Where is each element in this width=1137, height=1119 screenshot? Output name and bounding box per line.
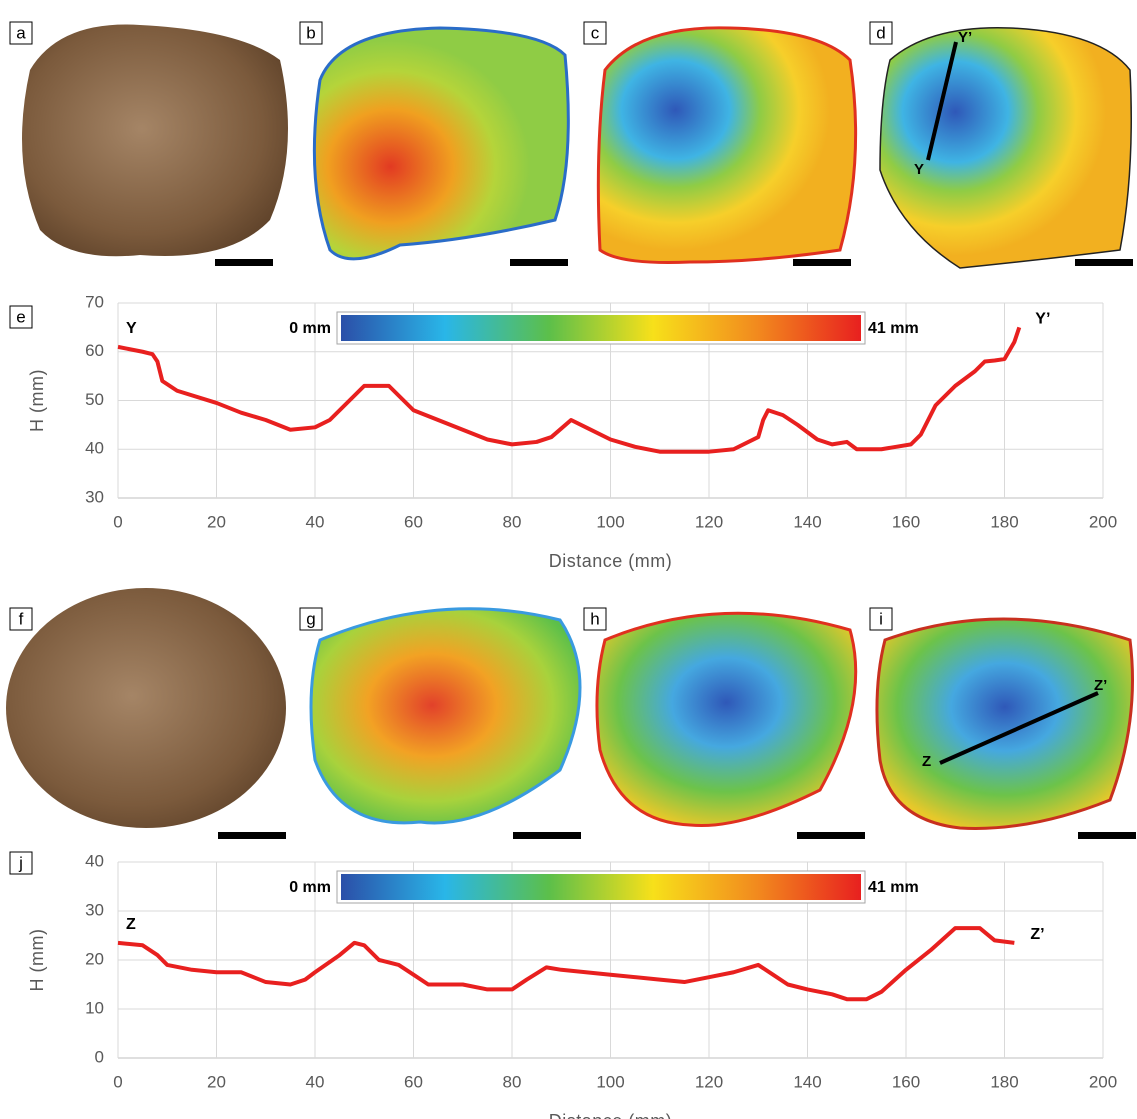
end-label: Z’ bbox=[1030, 926, 1044, 943]
panel-label: f bbox=[19, 609, 24, 628]
y-tick-label: 40 bbox=[85, 851, 104, 870]
panel-label: g bbox=[306, 609, 315, 628]
y-tick-label: 20 bbox=[85, 949, 104, 968]
figure: Y’ Y Z Z’ a b c d e f g h i j 30 40 50 60 70 0 20 40 60 80… bbox=[0, 0, 1137, 1119]
data-line bbox=[118, 327, 1019, 451]
x-tick-label: 100 bbox=[596, 1072, 624, 1091]
y-tick-label: 30 bbox=[85, 487, 104, 506]
x-tick-label: 140 bbox=[793, 1072, 821, 1091]
colorbar-max-label: 41 mm bbox=[868, 879, 919, 896]
x-axis-label: Distance (mm) bbox=[549, 1111, 673, 1119]
section-end: Y’ bbox=[958, 29, 972, 46]
x-tick-label: 60 bbox=[404, 1072, 423, 1091]
x-tick-label: 40 bbox=[306, 1072, 325, 1091]
x-tick-label: 40 bbox=[306, 512, 325, 531]
x-tick-label: 180 bbox=[990, 512, 1018, 531]
end-label: Y’ bbox=[1035, 311, 1050, 328]
panel-label: h bbox=[590, 609, 599, 628]
x-tick-label: 0 bbox=[113, 1072, 122, 1091]
panel-label: a bbox=[16, 23, 26, 42]
colorbar bbox=[341, 874, 861, 900]
start-label: Y bbox=[126, 320, 137, 337]
x-axis-label: Distance (mm) bbox=[549, 551, 673, 571]
x-tick-label: 100 bbox=[596, 512, 624, 531]
x-tick-label: 0 bbox=[113, 512, 122, 531]
panel-label: d bbox=[876, 23, 885, 42]
y-tick-label: 60 bbox=[85, 341, 104, 360]
x-tick-label: 120 bbox=[695, 512, 723, 531]
x-tick-label: 20 bbox=[207, 512, 226, 531]
x-tick-label: 60 bbox=[404, 512, 423, 531]
colorbar-max-label: 41 mm bbox=[868, 320, 919, 337]
y-tick-label: 40 bbox=[85, 439, 104, 458]
panel-label: c bbox=[591, 23, 600, 42]
y-tick-label: 10 bbox=[85, 998, 104, 1017]
line-chart: 30 40 50 60 70 0 20 40 60 80 100 120 140 160 180 200 Dis… bbox=[27, 292, 1117, 570]
start-label: Z bbox=[126, 916, 136, 933]
y-axis-label: H (mm) bbox=[27, 369, 47, 432]
section-start: Y bbox=[914, 161, 924, 178]
y-tick-label: 50 bbox=[85, 390, 104, 409]
x-tick-label: 80 bbox=[503, 1072, 522, 1091]
x-tick-label: 200 bbox=[1089, 512, 1117, 531]
data-line bbox=[118, 928, 1014, 999]
x-tick-label: 120 bbox=[695, 1072, 723, 1091]
x-tick-label: 200 bbox=[1089, 1072, 1117, 1091]
x-tick-label: 160 bbox=[892, 512, 920, 531]
x-tick-label: 20 bbox=[207, 1072, 226, 1091]
line-chart: 0 10 20 30 40 0 20 40 60 80 100 120 140 160 180 200 Dist… bbox=[27, 851, 1117, 1119]
y-tick-label: 70 bbox=[85, 292, 104, 311]
panel-label: e bbox=[16, 307, 25, 326]
y-axis-label: H (mm) bbox=[27, 929, 47, 992]
x-tick-label: 140 bbox=[793, 512, 821, 531]
panel-label: i bbox=[879, 609, 883, 628]
colorbar-min-label: 0 mm bbox=[289, 879, 331, 896]
panel-label: b bbox=[306, 23, 315, 42]
x-tick-label: 180 bbox=[990, 1072, 1018, 1091]
panel-label: j bbox=[18, 853, 23, 872]
x-tick-label: 160 bbox=[892, 1072, 920, 1091]
section-start: Z bbox=[922, 753, 931, 770]
y-tick-label: 0 bbox=[95, 1047, 104, 1066]
photo-panels: Y’ Y Z Z’ bbox=[6, 25, 1136, 839]
colorbar bbox=[341, 315, 861, 341]
x-tick-label: 80 bbox=[503, 512, 522, 531]
section-end: Z’ bbox=[1094, 677, 1107, 694]
y-tick-label: 30 bbox=[85, 900, 104, 919]
colorbar-min-label: 0 mm bbox=[289, 320, 331, 337]
